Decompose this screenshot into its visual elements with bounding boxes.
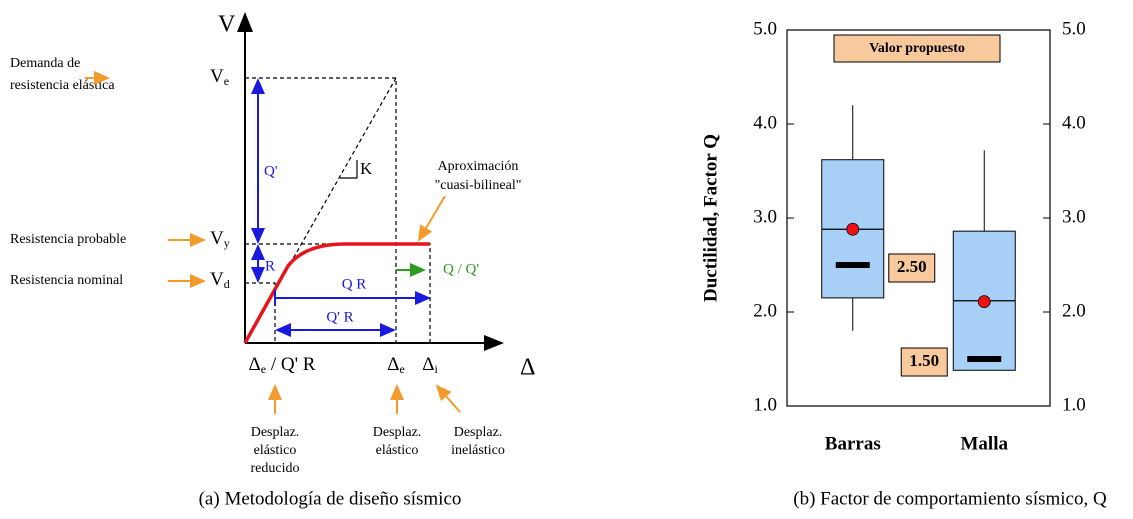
y2-tick-label: 2.0 <box>1062 300 1086 321</box>
annotation-box <box>833 34 1001 63</box>
symbol: V <box>210 269 224 290</box>
symbol: Δ <box>249 354 261 375</box>
level-note: resistencia elástica <box>10 78 115 93</box>
x-tick-label: Barras <box>825 433 881 454</box>
qr-label: Q R <box>342 276 367 292</box>
pointer <box>417 195 446 242</box>
y2-tick-label: 1.0 <box>1062 394 1086 415</box>
curve-note: Aproximación <box>438 159 519 174</box>
subscript: e <box>399 362 404 376</box>
y-tick-label: 4.0 <box>753 112 777 133</box>
r-label: R <box>265 258 275 274</box>
subscript: e <box>224 74 229 88</box>
value-label: 2.50 <box>897 257 927 276</box>
y-axis-label: Ductilidad, Factor Q <box>700 134 721 302</box>
y-tick-label: 3.0 <box>753 206 777 227</box>
annotation: Valor propuesto <box>869 41 965 56</box>
caption: (a) Metodología de diseño sísmico <box>199 488 462 509</box>
displacement-note: reducido <box>251 461 300 476</box>
level-symbol: Vd <box>210 269 230 290</box>
displacement-symbol: Δe / Q' R <box>249 354 316 375</box>
q-prime-label: Q' <box>264 163 278 179</box>
subscript: d <box>224 277 230 291</box>
y-tick-label: 5.0 <box>753 18 777 39</box>
subscript: e <box>261 362 266 376</box>
displacement-note: Desplaz. <box>454 425 503 440</box>
ratio-label: Q / Q' <box>443 261 479 277</box>
y2-tick-label: 4.0 <box>1062 112 1086 133</box>
displacement-note: inelástico <box>451 443 505 458</box>
level-note: Resistencia nominal <box>10 273 123 288</box>
level-note: Demanda de <box>10 56 80 71</box>
box-chart: (b) Factor de comportamiento sísmico, Q … <box>700 18 1107 509</box>
symbol: V <box>210 228 224 249</box>
mean <box>977 295 991 309</box>
curve-note: "cuasi-bilineal" <box>435 178 522 193</box>
displacement-note: Desplaz. <box>251 425 300 440</box>
value-label-box <box>900 347 948 377</box>
subscript: i <box>434 362 438 376</box>
capacity-curve <box>243 242 430 344</box>
caption: (b) Factor de comportamiento sísmico, Q <box>793 488 1107 509</box>
y-tick-label: 1.0 <box>753 394 777 415</box>
displacement-note: Desplaz. <box>373 425 422 440</box>
displacement-symbol: Δe <box>387 354 405 375</box>
displacement-note: elástico <box>376 443 419 458</box>
suffix: / Q' R <box>266 354 316 375</box>
diagram: V Δ K Q' R Q R Q' R Q / Q' Aproximación … <box>10 12 535 510</box>
level-symbol: Ve <box>210 66 229 87</box>
pointer <box>435 384 461 413</box>
mean <box>846 222 860 236</box>
delta-axis-label: Δ <box>520 355 535 381</box>
x-tick-label: Malla <box>961 433 1009 454</box>
y2-tick-label: 3.0 <box>1062 206 1086 227</box>
symbol: Δ <box>422 354 434 375</box>
value-label: 1.50 <box>909 351 939 370</box>
slope-triangle <box>340 160 358 179</box>
symbol: V <box>210 66 224 87</box>
level-symbol: Vy <box>210 228 230 249</box>
level-note: Resistencia probable <box>10 232 126 247</box>
proposed-bar <box>835 262 870 268</box>
displacement-note: elástico <box>254 443 297 458</box>
displacement-symbol: Δi <box>422 354 438 375</box>
symbol: Δ <box>387 354 399 375</box>
q-prime-r-label: Q' R <box>326 309 353 325</box>
stiffness-label: K <box>360 159 373 178</box>
guide-lines <box>244 77 431 344</box>
value-label-box <box>888 253 936 283</box>
subscript: y <box>224 236 230 250</box>
v-axis-label: V <box>218 12 236 38</box>
proposed-bar <box>967 356 1002 362</box>
y2-tick-label: 5.0 <box>1062 18 1086 39</box>
y-tick-label: 2.0 <box>753 300 777 321</box>
